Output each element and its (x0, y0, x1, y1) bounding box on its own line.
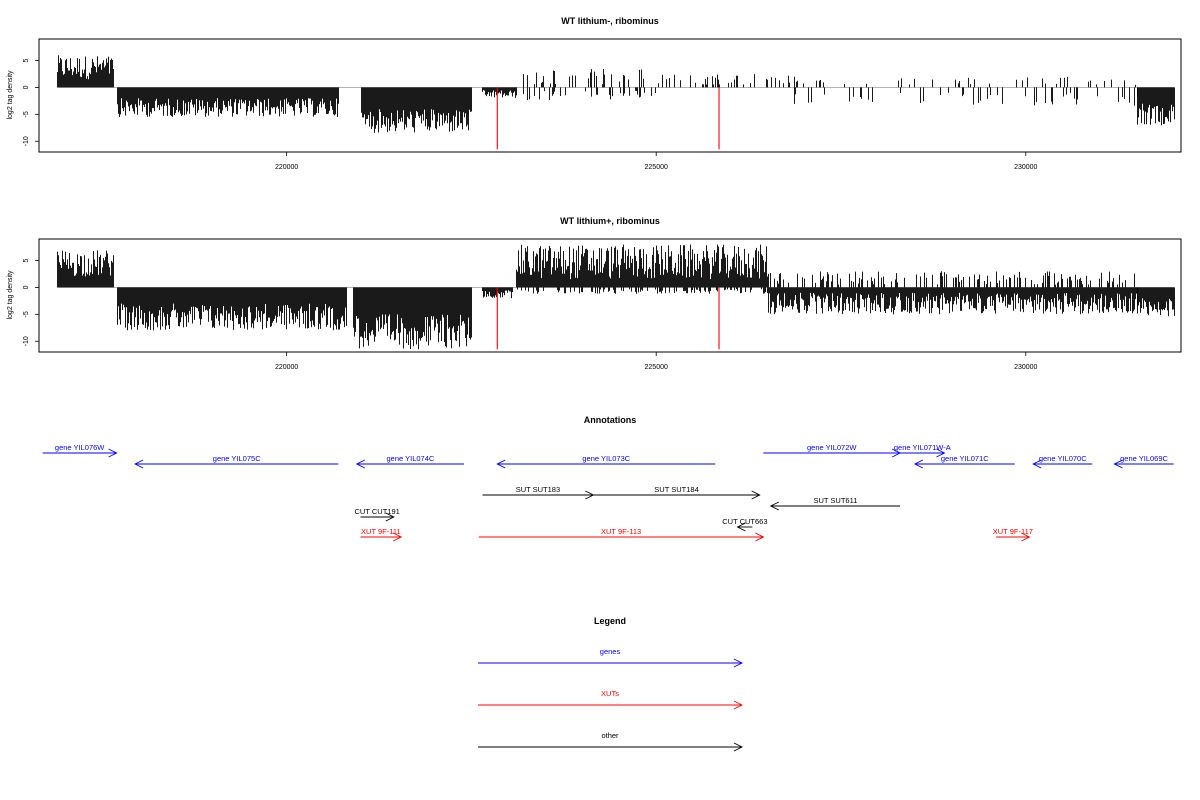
annotation-label: gene YIL070C (1039, 454, 1087, 463)
y-tick-label: -5 (23, 111, 30, 117)
annotation-arrow-head (755, 532, 765, 542)
annotation-label: gene YIL069C (1120, 454, 1168, 463)
signal-bars (57, 55, 1175, 133)
y-axis-label: log2 tag density (7, 270, 14, 320)
annotation-arrow-head (913, 459, 924, 469)
annotation-feature: gene YIL071C (913, 454, 1015, 469)
annotation-arrow-head (134, 459, 144, 469)
annotation-arrow-head (392, 532, 403, 542)
annotation-feature: CUT CUT191 (355, 507, 400, 522)
x-tick-label: 220000 (275, 364, 298, 371)
annotation-label: CUT CUT191 (355, 507, 400, 516)
annotation-arrow-head (1032, 459, 1042, 469)
panel-lithium-plus: WT lithium+, ribominus 220000 225000 23000… (7, 216, 1182, 371)
annotation-arrow-head (1113, 459, 1123, 469)
legend-arrow-head (733, 700, 744, 710)
annotation-feature: gene YIL072W (763, 443, 902, 458)
legend-label: genes (600, 647, 621, 656)
annotation-label: gene YIL072W (807, 443, 857, 452)
annotation-label: CUT CUT663 (722, 517, 767, 526)
y-tick-label: -5 (23, 311, 30, 317)
legend-items: genes XUTs other (478, 647, 744, 752)
annotation-label: SUT SUT611 (813, 496, 857, 505)
panel-title: WT lithium+, ribominus (560, 216, 660, 226)
x-tick-label: 225000 (645, 164, 668, 171)
annotation-arrow-head (769, 501, 779, 511)
x-tick-label: 225000 (645, 364, 668, 371)
annotation-feature: CUT CUT663 (722, 517, 768, 532)
legend-label: XUTs (601, 689, 619, 698)
annotation-label: XUT 9F-111 (361, 527, 401, 536)
y-tick-label: 0 (23, 285, 30, 289)
annotation-feature: XUT 9F-111 (360, 527, 403, 542)
plot-frame (38, 238, 1182, 353)
annotation-feature: gene YIL070C (1032, 454, 1093, 469)
annotation-label: XUT 9F-113 (601, 527, 641, 536)
annotation-label: SUT SUT184 (654, 485, 698, 494)
y-axis-label: log2 tag density (7, 70, 14, 120)
annotation-arrow-head (936, 448, 946, 458)
annotation-feature: SUT SUT611 (769, 496, 901, 511)
y-tick-label: -10 (23, 136, 30, 146)
annotation-arrow-head (108, 448, 118, 458)
annotation-label: gene YIL075C (213, 454, 261, 463)
legend-label: other (601, 731, 619, 740)
annotation-label: gene YIL074C (387, 454, 435, 463)
legend-item: other (478, 731, 744, 752)
annotation-label: gene YIL073C (582, 454, 630, 463)
x-tick-label: 230000 (1014, 164, 1037, 171)
y-axis: 5 0 -5 -10 (23, 258, 39, 346)
annotation-label: XUT 9F-117 (993, 527, 1033, 536)
annotation-feature: gene YIL075C (134, 454, 339, 469)
x-axis: 220000 225000 230000 (275, 352, 1038, 371)
signal-bars (57, 244, 1175, 350)
legend-arrow-head (733, 658, 744, 668)
annotation-arrow-head (1021, 532, 1031, 542)
y-tick-label: 0 (23, 85, 30, 89)
legend-title: Legend (594, 616, 626, 626)
annotation-arrow-head (496, 459, 506, 469)
legend-item: genes (478, 647, 744, 668)
annotation-feature: XUT 9F-117 (993, 527, 1033, 542)
annotation-label: SUT SUT183 (516, 485, 560, 494)
y-axis: 5 0 -5 -10 (23, 58, 39, 146)
annotation-feature: gene YIL073C (496, 454, 716, 469)
y-tick-label: 5 (23, 258, 30, 262)
x-axis: 220000 225000 230000 (275, 152, 1038, 171)
annotations-title: Annotations (584, 415, 637, 425)
annotation-label: gene YIL076W (55, 443, 105, 452)
annotation-feature: gene YIL069C (1113, 454, 1174, 469)
y-tick-label: -10 (23, 336, 30, 346)
legend-item: XUTs (478, 689, 744, 710)
x-tick-label: 230000 (1014, 364, 1037, 371)
annotation-feature: gene YIL071W-A (894, 443, 951, 458)
x-tick-label: 220000 (275, 164, 298, 171)
panel-lithium-minus: WT lithium-, ribominus 220000 225000 23000… (7, 16, 1182, 171)
annotation-label: gene YIL071C (941, 454, 989, 463)
plot-frame (38, 38, 1182, 153)
y-tick-label: 5 (23, 58, 30, 62)
annotation-feature: XUT 9F-113 (478, 527, 765, 542)
red-markers (496, 87, 720, 150)
annotation-features: gene YIL076W gene YIL075C gene YIL074C gene… (42, 443, 1174, 542)
red-markers (496, 287, 720, 350)
annotation-label: gene YIL071W-A (894, 443, 951, 452)
annotation-arrow-head (751, 490, 761, 500)
annotation-feature: SUT SUT183 (482, 485, 595, 500)
annotation-feature: gene YIL076W (42, 443, 118, 458)
legend-panel: Legend genes XUTs other (478, 616, 744, 752)
annotation-feature: gene YIL074C (355, 454, 465, 469)
panel-title: WT lithium-, ribominus (561, 16, 659, 26)
annotation-arrow-head (355, 459, 366, 469)
annotation-arrow-head (736, 522, 746, 532)
legend-arrow-head (733, 742, 744, 752)
annotation-arrow-head (385, 512, 395, 522)
annotation-feature: SUT SUT184 (593, 485, 761, 500)
